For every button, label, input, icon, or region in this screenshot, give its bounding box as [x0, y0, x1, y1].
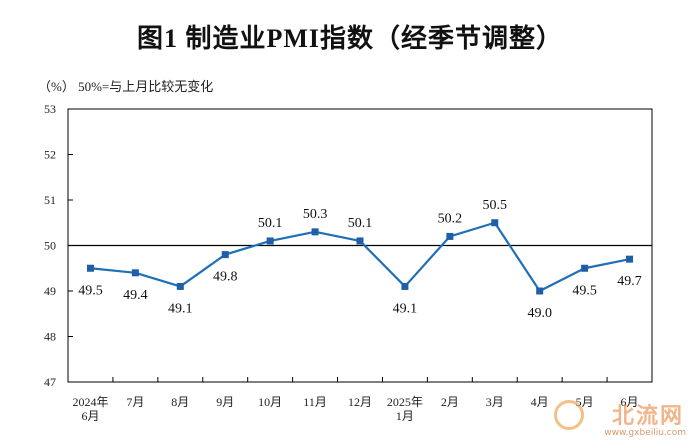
y-tick-label: 48 [44, 330, 56, 344]
x-tick-label: 5月 [576, 395, 594, 409]
data-point [86, 264, 94, 272]
data-point [446, 232, 454, 240]
data-label: 50.3 [303, 207, 328, 222]
x-tick-label: 8月 [171, 395, 189, 409]
data-point [221, 251, 229, 259]
y-tick-label: 49 [44, 284, 56, 298]
data-point [401, 282, 409, 290]
x-tick-label: 6月 [621, 395, 639, 409]
data-label: 49.1 [393, 301, 418, 316]
y-tick-label: 47 [44, 375, 56, 389]
data-point [491, 219, 499, 227]
x-tick-label: 2024年 [72, 395, 108, 409]
y-tick-label: 50 [44, 239, 56, 253]
data-point [131, 269, 139, 277]
unit-note: （%） 50%=与上月比较无变化 [38, 79, 214, 94]
data-label: 49.4 [123, 288, 148, 303]
data-point [356, 237, 364, 245]
chart-title: 图1 制造业PMI指数（经季节调整） [136, 24, 564, 53]
data-point [536, 287, 544, 295]
x-tick-label: 2025年 [387, 395, 423, 409]
y-tick-label: 51 [44, 193, 56, 207]
data-label: 49.0 [527, 306, 552, 321]
y-tick-label: 53 [44, 102, 56, 116]
x-tick-label: 12月 [348, 395, 372, 409]
data-label: 49.5 [572, 283, 597, 298]
data-label: 49.7 [617, 274, 642, 289]
x-tick-label: 6月 [81, 409, 99, 423]
x-tick-label: 3月 [486, 395, 504, 409]
x-tick-label: 9月 [216, 395, 234, 409]
data-label: 49.1 [168, 301, 193, 316]
x-tick-label: 11月 [303, 395, 327, 409]
data-label: 50.5 [483, 198, 508, 213]
data-point [176, 282, 184, 290]
data-label: 50.2 [438, 211, 463, 226]
series-line [90, 221, 630, 293]
x-tick-label: 4月 [531, 395, 549, 409]
x-tick-label: 2月 [441, 395, 459, 409]
x-tick-label: 1月 [396, 409, 414, 423]
data-point [626, 255, 634, 263]
y-tick-label: 52 [44, 148, 56, 162]
data-label: 49.8 [213, 270, 238, 285]
data-point [581, 264, 589, 272]
data-point [266, 237, 274, 245]
data-label: 49.5 [78, 283, 103, 298]
data-label: 50.1 [258, 216, 283, 231]
data-point [311, 228, 319, 236]
x-tick-label: 10月 [258, 395, 282, 409]
x-tick-label: 7月 [126, 395, 144, 409]
data-label: 50.1 [348, 216, 373, 231]
